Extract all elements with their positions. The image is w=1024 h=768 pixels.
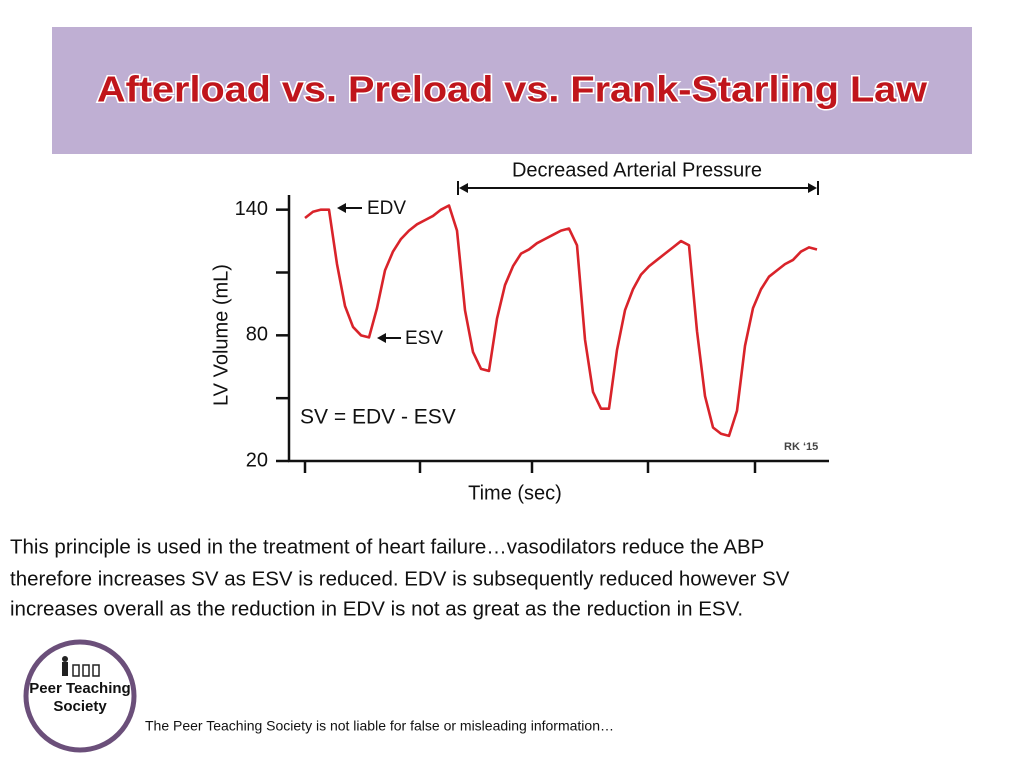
body-text: This principle is used in the treatment … — [10, 535, 764, 558]
annotation: EDV — [367, 198, 406, 219]
chart: LV Volume (mL) Time (sec) EDV ESV SV = E… — [210, 159, 829, 504]
title-banner — [52, 27, 972, 154]
data-line — [304, 204, 818, 438]
signature: RK ‘15 — [784, 441, 818, 453]
annotation: Decreased Arterial Pressure — [512, 159, 762, 181]
x-axis-label: Time (sec) — [468, 482, 562, 504]
y-tick-label: 140 — [235, 198, 268, 220]
arrowhead — [337, 203, 346, 213]
body-text: increases overall as the reduction in ED… — [10, 597, 743, 620]
y-axis-label: LV Volume (mL) — [210, 264, 232, 406]
y-tick-label: 80 — [246, 324, 268, 346]
logo-text: Society — [53, 698, 107, 715]
arrowhead — [377, 333, 386, 343]
logo: Peer Teaching Society — [23, 639, 137, 753]
y-tick-label: 20 — [246, 449, 268, 471]
slide-title: Afterload vs. Preload vs. Frank-Starling… — [97, 69, 928, 110]
footer: The Peer Teaching Society is not liable … — [145, 718, 614, 734]
range-arrow — [457, 181, 819, 195]
annotation: ESV — [405, 328, 443, 349]
annotation: SV = EDV - ESV — [300, 406, 456, 429]
logo-text: Peer Teaching — [29, 680, 130, 697]
body-text: therefore increases SV as ESV is reduced… — [10, 567, 790, 590]
x-ticks — [303, 461, 757, 473]
